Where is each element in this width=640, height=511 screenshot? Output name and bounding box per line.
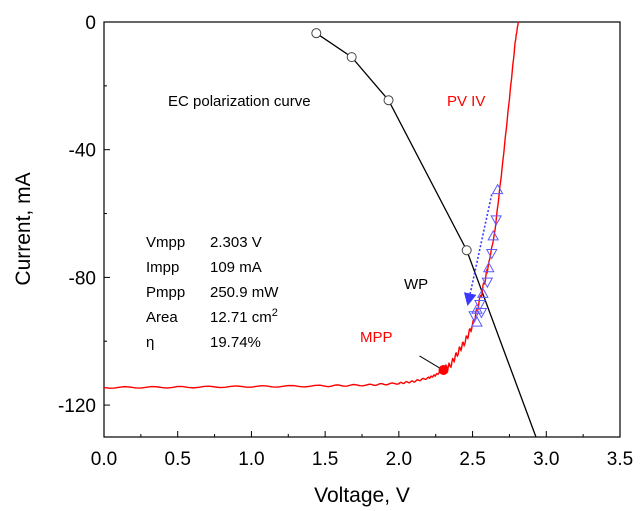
wp-marker (475, 308, 488, 319)
ec-marker (461, 245, 472, 256)
x-axis-title: Voltage, V (314, 484, 410, 507)
param-value-eta: 19.74% (210, 334, 261, 351)
param-name-pmpp: Pmpp (146, 284, 185, 301)
wp-arrow (463, 194, 493, 307)
ec-label: EC polarization curve (168, 93, 311, 110)
param-value-area: 12.71 cm2 (210, 307, 278, 326)
ec-marker (346, 52, 357, 63)
wp-marker (490, 215, 503, 226)
wp-markers (468, 183, 504, 327)
ec-markers (311, 28, 472, 256)
param-value-pmpp: 250.9 mW (210, 284, 279, 301)
area-value: 12.71 cm (210, 309, 272, 326)
param-name-vmpp: Vmpp (146, 234, 185, 251)
mpp-label: MPP (360, 329, 393, 346)
wp-marker (477, 287, 489, 298)
ec-polarization-line (315, 32, 537, 437)
mpp-point (438, 364, 449, 375)
y-tick-label: -120 (58, 396, 96, 417)
x-tick-label: 1.0 (238, 449, 264, 470)
tick-labels: 0.0 0.5 1.0 1.5 2.0 2.5 3.0 3.5 0 -40 -80 -120 (58, 13, 633, 470)
plot-frame (103, 21, 621, 438)
wp-label: WP (404, 276, 428, 293)
y-axis-title: Current, mA (12, 172, 35, 285)
x-tick-label: 0.0 (91, 449, 117, 470)
wp-marker (468, 311, 480, 322)
x-tick-label: 3.0 (533, 449, 559, 470)
parameter-table: Vmpp 2.303 V Impp 109 mA Pmpp 250.9 mW A… (146, 234, 279, 351)
ec-marker (311, 28, 322, 39)
param-name-impp: Impp (146, 259, 179, 276)
mpp-leader-line (419, 355, 440, 369)
pv-label: PV IV (447, 93, 485, 110)
area-unit-sup: 2 (272, 307, 278, 319)
param-name-eta: η (146, 334, 154, 351)
x-tick-label: 2.5 (459, 449, 485, 470)
param-value-vmpp: 2.303 V (210, 234, 262, 251)
y-tick-label: 0 (85, 13, 96, 34)
wp-marker (485, 248, 498, 260)
x-tick-label: 0.5 (165, 449, 191, 470)
y-tick-label: -80 (69, 268, 96, 289)
x-tick-label: 1.5 (312, 449, 338, 470)
axis-ticks (103, 21, 621, 437)
y-tick-label: -40 (69, 141, 96, 162)
wp-marker (471, 316, 483, 327)
param-name-area: Area (146, 309, 178, 326)
wp-marker (481, 277, 494, 289)
wp-marker (491, 183, 504, 195)
wp-marker (482, 261, 495, 273)
x-tick-label: 3.5 (607, 449, 633, 470)
pv-iv-line (104, 22, 519, 389)
ec-marker (383, 95, 394, 106)
wp-marker (487, 229, 500, 241)
param-value-impp: 109 mA (210, 259, 262, 276)
x-tick-label: 2.0 (386, 449, 412, 470)
